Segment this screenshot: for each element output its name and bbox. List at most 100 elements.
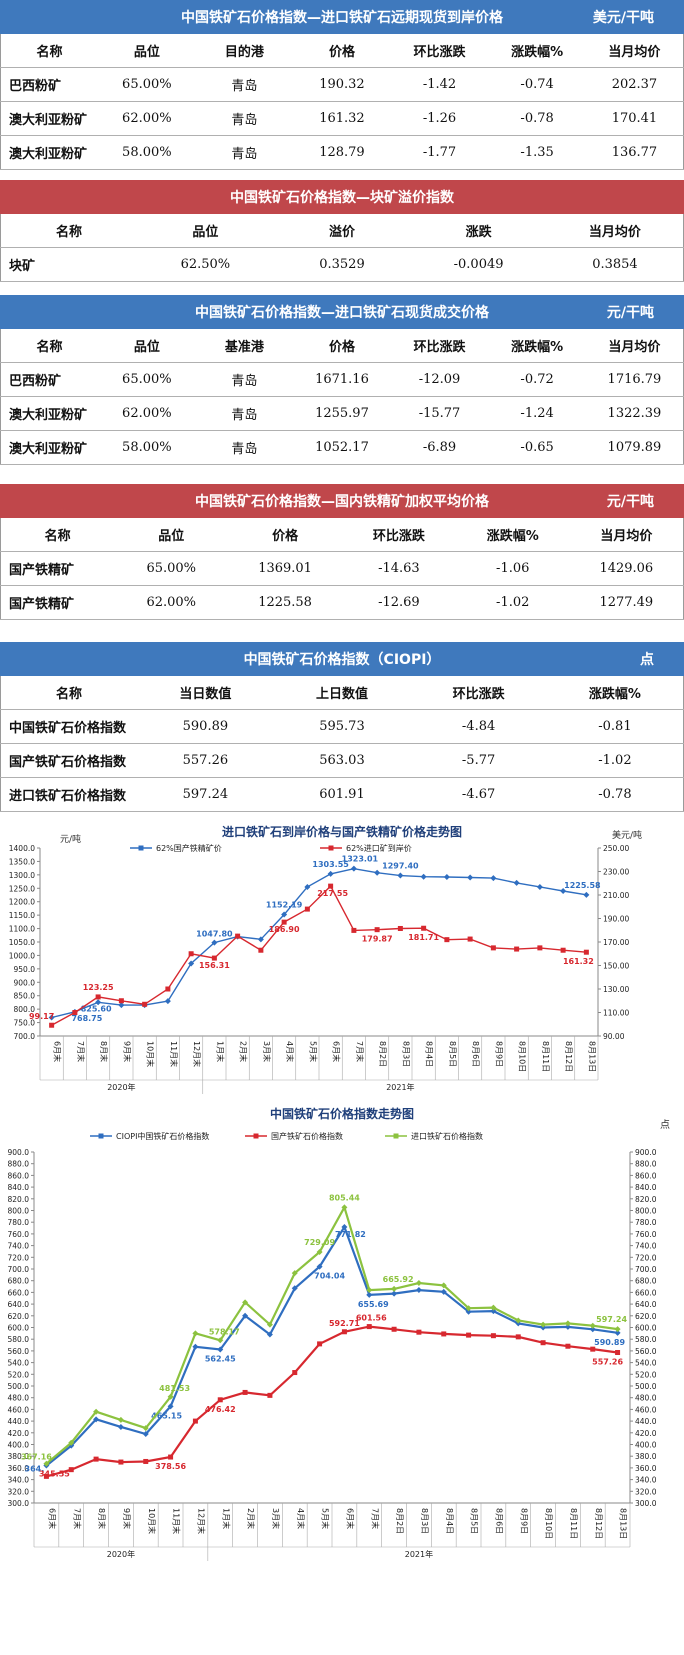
column-header: 名称	[0, 34, 99, 68]
row-name-cell: 澳大利亚粉矿	[0, 430, 99, 465]
data-point	[416, 1329, 422, 1335]
data-point	[560, 947, 566, 953]
legend-label: 国产铁矿石价格指数	[271, 1131, 343, 1141]
data-point	[188, 960, 195, 967]
table-cell: -1.06	[455, 551, 570, 586]
y-tick-label-right: 600.0	[635, 1324, 657, 1333]
x-tick-label: 4月末	[285, 1041, 295, 1062]
data-point	[513, 879, 520, 886]
x-tick-label: 8月3日	[401, 1041, 410, 1067]
column-header: 当日数值	[137, 676, 274, 710]
x-tick-label: 8月11日	[541, 1041, 550, 1072]
data-point	[374, 927, 380, 933]
table-cell: 1322.39	[585, 396, 684, 431]
data-point	[167, 1403, 174, 1410]
data-label: 1297.40	[382, 862, 419, 871]
row-name-cell: 进口铁矿石价格指数	[0, 777, 138, 812]
y-tick-label-left: 860.0	[8, 1171, 30, 1180]
data-table: 名称 品位 溢价 涨跌 当月均价 块矿 62.50% 0.3529 -0.0049 0.3854	[0, 214, 684, 282]
table-title: 中国铁矿石价格指数—进口铁矿石远期现货到岸价格	[181, 10, 503, 26]
data-point	[415, 1280, 422, 1287]
table-cell: -5.77	[410, 743, 547, 778]
data-point	[466, 1332, 472, 1338]
data-point	[440, 1288, 447, 1295]
data-point	[143, 1458, 149, 1464]
data-point	[291, 1270, 298, 1277]
table-cell: 1369.01	[228, 551, 342, 586]
data-label: 378.56	[155, 1462, 186, 1471]
data-point	[421, 925, 427, 931]
y-tick-label-right: 400.0	[635, 1441, 657, 1450]
y-tick-label-left: 380.0	[8, 1452, 30, 1461]
y-tick-label-left: 1250.0	[9, 884, 35, 893]
column-header: 上日数值	[273, 676, 411, 710]
table-cell: 1429.06	[569, 551, 684, 586]
table-cell: 58.00%	[98, 135, 196, 170]
data-point	[257, 936, 264, 943]
left-axis-unit: 元/吨	[60, 833, 81, 845]
x-tick-label: 8月9日	[519, 1508, 528, 1534]
data-point	[537, 945, 543, 951]
y-tick-label-right: 580.0	[635, 1335, 657, 1344]
table-cell: -0.78	[546, 777, 684, 812]
table-cell: -0.74	[488, 67, 586, 102]
y-tick-label-right: 440.0	[635, 1417, 657, 1426]
y-tick-label-right: 110.00	[603, 1009, 629, 1018]
data-label: 1323.01	[342, 855, 379, 864]
x-tick-label: 8月10日	[544, 1508, 553, 1539]
y-tick-label-right: 190.00	[603, 915, 629, 924]
data-label: 601.56	[356, 1314, 387, 1323]
data-point	[117, 1423, 124, 1430]
column-header: 品位	[137, 214, 274, 248]
table-cell: 1225.58	[228, 585, 342, 620]
table-cell: 62.00%	[98, 101, 196, 136]
year-label: 2020年	[107, 1082, 135, 1092]
table-header-row: 名称 品位 溢价 涨跌 当月均价	[0, 214, 684, 248]
data-point	[258, 947, 264, 953]
y-tick-label-left: 300.0	[8, 1499, 30, 1508]
data-point	[583, 949, 589, 955]
x-tick-label: 9月末	[122, 1508, 132, 1529]
data-point	[420, 873, 427, 880]
column-header: 价格	[293, 329, 391, 363]
data-point	[142, 1001, 148, 1007]
column-header: 环比涨跌	[410, 676, 547, 710]
column-header: 品位	[98, 34, 196, 68]
y-tick-label-left: 620.0	[8, 1312, 30, 1321]
x-tick-label: 8月6日	[494, 1508, 503, 1534]
data-point	[142, 1425, 149, 1432]
table-cell: 62.50%	[137, 247, 274, 282]
year-label: 2020年	[107, 1549, 135, 1559]
row-name-cell: 块矿	[0, 247, 138, 282]
data-point	[351, 927, 357, 933]
data-point	[192, 1330, 199, 1337]
data-point	[217, 1397, 223, 1403]
legend-marker	[98, 1133, 104, 1139]
table-cell: -1.24	[488, 396, 586, 431]
x-tick-label: 8月末	[97, 1508, 107, 1529]
data-point	[292, 1370, 298, 1376]
y-tick-label-left: 1100.0	[9, 925, 35, 934]
data-point	[441, 1331, 447, 1337]
table-cell: -4.84	[410, 709, 547, 744]
data-point	[93, 1456, 99, 1462]
table-title: 中国铁矿石价格指数—块矿溢价指数	[230, 190, 454, 206]
column-header: 名称	[0, 329, 99, 363]
x-tick-label: 3月末	[262, 1041, 272, 1062]
data-point	[217, 1346, 224, 1353]
x-tick-label: 7月末	[370, 1508, 380, 1529]
table-cell: 601.91	[273, 777, 411, 812]
x-tick-label: 8月11日	[569, 1508, 578, 1539]
y-tick-label-right: 660.0	[635, 1288, 657, 1297]
table-cell: -0.78	[488, 101, 586, 136]
table-header-bar: 中国铁矿石价格指数—块矿溢价指数	[0, 180, 684, 214]
column-header: 当月均价	[585, 329, 684, 363]
data-point	[589, 1322, 596, 1329]
table-cell: -1.02	[455, 585, 570, 620]
table-cell: 青岛	[195, 101, 294, 136]
row-name-cell: 国产铁精矿	[0, 585, 115, 620]
data-point	[560, 887, 567, 894]
x-tick-label: 6月末	[53, 1041, 63, 1062]
data-point	[164, 998, 171, 1005]
column-header: 涨跌幅%	[488, 34, 586, 68]
